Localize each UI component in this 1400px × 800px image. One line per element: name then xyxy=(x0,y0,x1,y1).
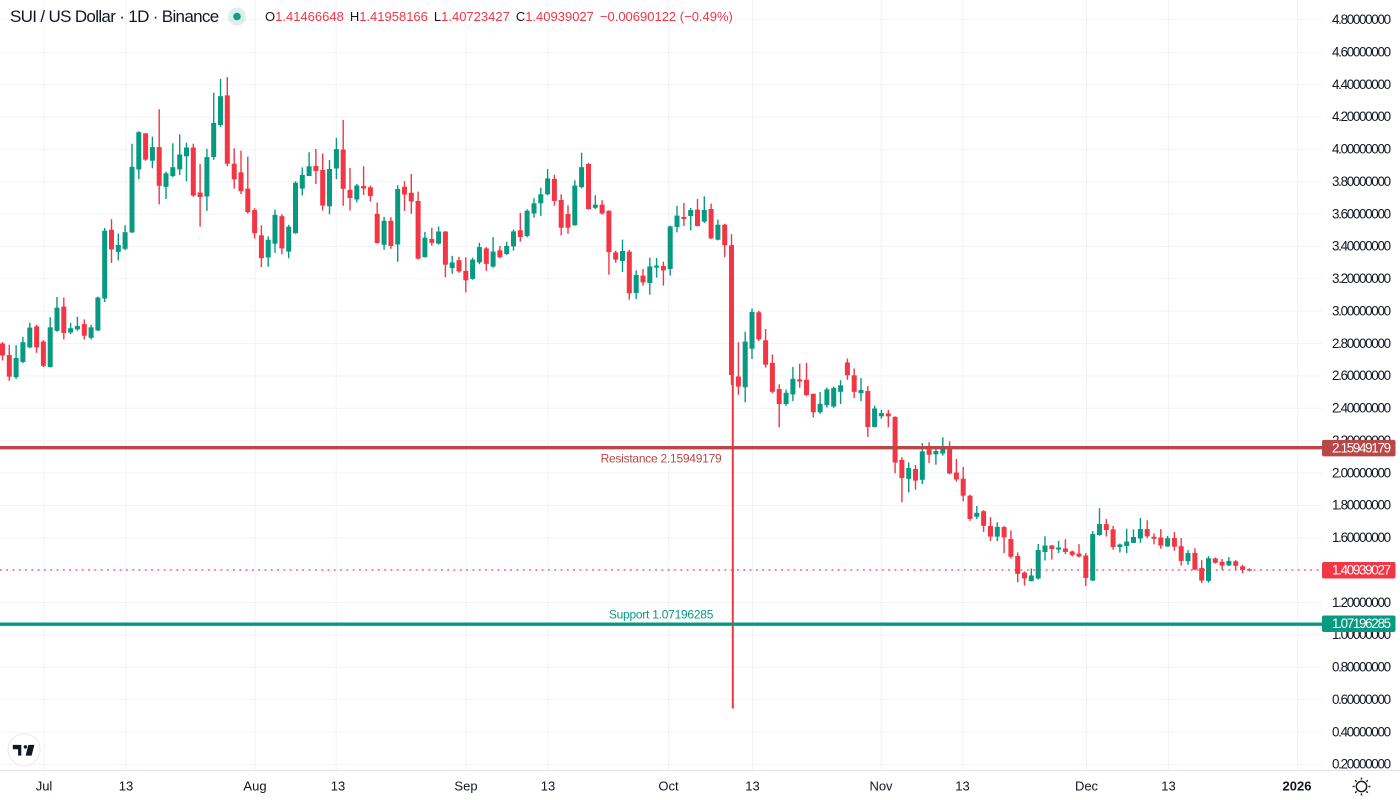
svg-text:0.60000000: 0.60000000 xyxy=(1332,692,1391,707)
svg-text:0.20000000: 0.20000000 xyxy=(1332,757,1391,772)
svg-text:1.60000000: 1.60000000 xyxy=(1332,530,1391,545)
svg-text:4.40000000: 4.40000000 xyxy=(1332,77,1391,92)
svg-text:2026: 2026 xyxy=(1283,779,1312,794)
svg-text:3.00000000: 3.00000000 xyxy=(1332,303,1391,318)
svg-text:1.80000000: 1.80000000 xyxy=(1332,498,1391,513)
svg-text:3.60000000: 3.60000000 xyxy=(1332,206,1391,221)
svg-text:Support 1.07196285: Support 1.07196285 xyxy=(609,608,714,622)
svg-text:3.20000000: 3.20000000 xyxy=(1332,271,1391,286)
svg-text:1.40939027: 1.40939027 xyxy=(1332,563,1391,578)
svg-text:13: 13 xyxy=(1161,779,1175,794)
svg-text:0.40000000: 0.40000000 xyxy=(1332,724,1391,739)
svg-text:2.00000000: 2.00000000 xyxy=(1332,465,1391,480)
svg-text:SUI / US Dollar · 1D · Binance: SUI / US Dollar · 1D · Binance xyxy=(10,7,219,26)
svg-text:1.07196285: 1.07196285 xyxy=(1332,616,1391,631)
svg-text:3.80000000: 3.80000000 xyxy=(1332,174,1391,189)
svg-text:Sep: Sep xyxy=(454,779,477,794)
svg-text:1.20000000: 1.20000000 xyxy=(1332,595,1391,610)
svg-text:0.80000000: 0.80000000 xyxy=(1332,660,1391,675)
svg-text:Nov: Nov xyxy=(869,779,893,794)
svg-text:13: 13 xyxy=(119,779,133,794)
svg-text:Jul: Jul xyxy=(36,779,53,794)
svg-text:Oct: Oct xyxy=(658,779,679,794)
svg-text:13: 13 xyxy=(541,779,555,794)
svg-text:Aug: Aug xyxy=(243,779,266,794)
svg-text:13: 13 xyxy=(955,779,969,794)
svg-text:2.80000000: 2.80000000 xyxy=(1332,336,1391,351)
svg-text:Dec: Dec xyxy=(1075,779,1099,794)
svg-text:13: 13 xyxy=(331,779,345,794)
svg-text:4.20000000: 4.20000000 xyxy=(1332,109,1391,124)
svg-text:2.60000000: 2.60000000 xyxy=(1332,368,1391,383)
svg-text:4.80000000: 4.80000000 xyxy=(1332,12,1391,27)
svg-text:13: 13 xyxy=(745,779,759,794)
svg-text:4.60000000: 4.60000000 xyxy=(1332,45,1391,60)
svg-text:3.40000000: 3.40000000 xyxy=(1332,239,1391,254)
svg-text:4.00000000: 4.00000000 xyxy=(1332,142,1391,157)
svg-text:2.40000000: 2.40000000 xyxy=(1332,401,1391,416)
svg-text:Resistance 2.15949179: Resistance 2.15949179 xyxy=(601,452,722,466)
svg-text:2.15949179: 2.15949179 xyxy=(1332,441,1391,456)
